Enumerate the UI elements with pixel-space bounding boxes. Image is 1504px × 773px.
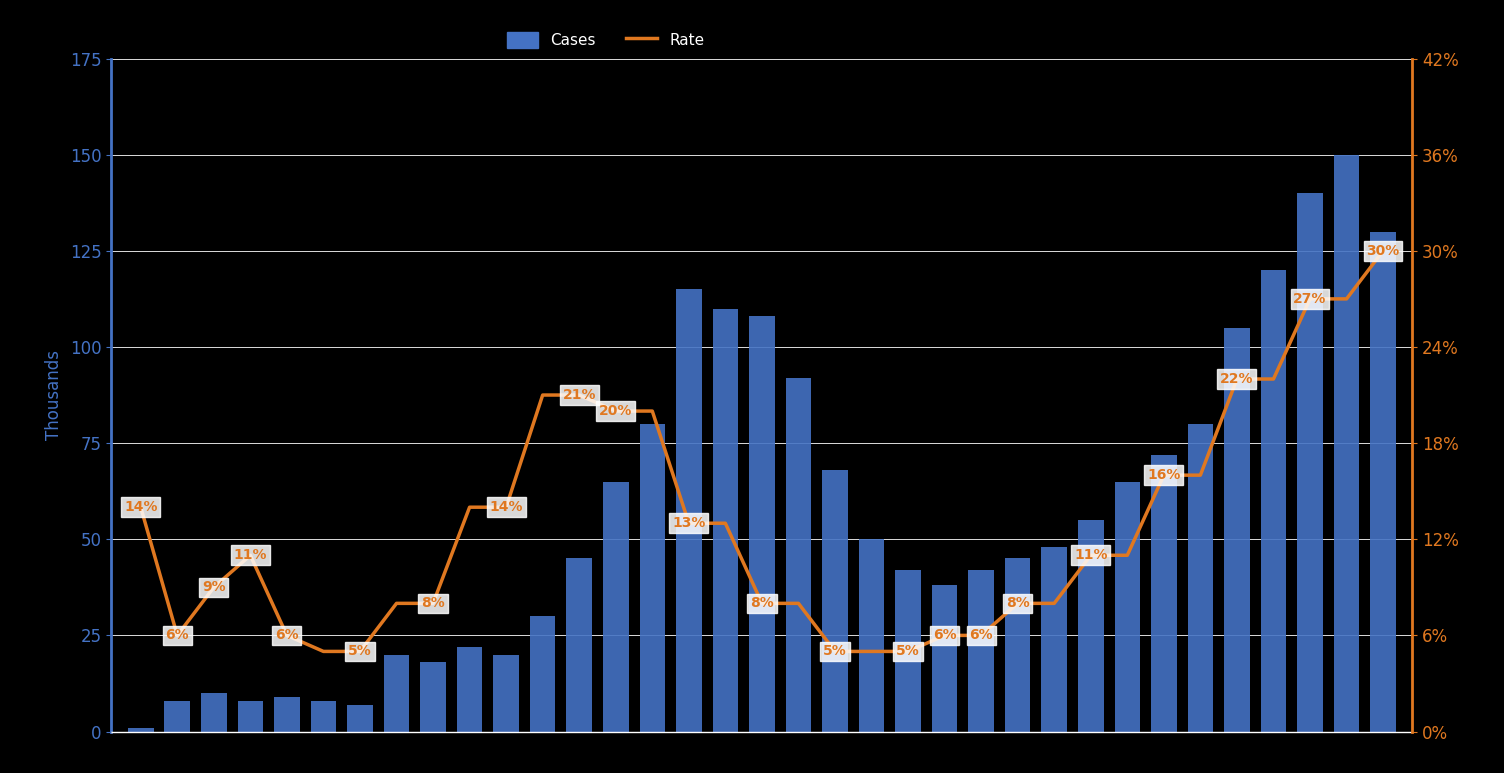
Bar (713, 308, 738, 731)
Text: 22%: 22% (1220, 372, 1254, 386)
Bar (238, 701, 263, 731)
Text: 14%: 14% (489, 500, 523, 514)
Bar (1078, 520, 1104, 731)
Bar (639, 424, 665, 731)
Text: 11%: 11% (1074, 548, 1107, 562)
Text: 30%: 30% (1367, 243, 1400, 258)
Bar (420, 662, 445, 731)
Bar (1041, 547, 1066, 731)
Text: 6%: 6% (932, 628, 957, 642)
Bar (202, 693, 227, 731)
Bar (1005, 558, 1030, 731)
Bar (675, 289, 702, 731)
Bar (823, 470, 848, 731)
Bar (1260, 270, 1286, 731)
Bar (785, 378, 811, 731)
Legend: Cases, Rate: Cases, Rate (501, 26, 710, 54)
Text: 11%: 11% (233, 548, 268, 562)
Bar (603, 482, 629, 731)
Bar (1114, 482, 1140, 731)
Bar (1151, 455, 1176, 731)
Bar (1298, 193, 1324, 731)
Bar (1224, 328, 1250, 731)
Bar (347, 705, 373, 731)
Text: 16%: 16% (1148, 468, 1181, 482)
Text: 5%: 5% (896, 645, 920, 659)
Y-axis label: Thousands: Thousands (45, 350, 63, 440)
Text: 6%: 6% (275, 628, 299, 642)
Bar (384, 655, 409, 731)
Text: 9%: 9% (202, 581, 226, 594)
Bar (1334, 155, 1360, 731)
Bar (932, 585, 958, 731)
Bar (859, 540, 884, 731)
Text: 6%: 6% (970, 628, 993, 642)
Text: 14%: 14% (123, 500, 158, 514)
Text: 20%: 20% (599, 404, 633, 418)
Bar (895, 570, 920, 731)
Bar (567, 558, 593, 731)
Bar (457, 647, 483, 731)
Text: 8%: 8% (1006, 596, 1030, 611)
Bar (1370, 232, 1396, 731)
Text: 5%: 5% (347, 645, 371, 659)
Text: 13%: 13% (672, 516, 705, 530)
Bar (493, 655, 519, 731)
Text: 8%: 8% (750, 596, 773, 611)
Bar (164, 701, 190, 731)
Bar (1188, 424, 1214, 731)
Bar (749, 316, 775, 731)
Text: 5%: 5% (823, 645, 847, 659)
Bar (529, 616, 555, 731)
Text: 27%: 27% (1293, 292, 1327, 306)
Bar (969, 570, 994, 731)
Bar (274, 697, 299, 731)
Text: 6%: 6% (165, 628, 190, 642)
Text: 21%: 21% (562, 388, 596, 402)
Text: 8%: 8% (421, 596, 445, 611)
Bar (128, 727, 153, 731)
Bar (311, 701, 337, 731)
